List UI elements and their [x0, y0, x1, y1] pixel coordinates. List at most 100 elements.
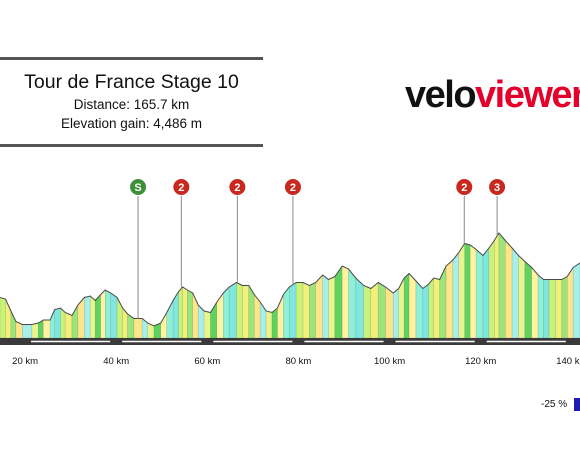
gradient-segment — [0, 297, 6, 339]
gradient-segment — [110, 292, 118, 339]
gradient-segment — [334, 265, 343, 339]
climb-category-badge — [455, 178, 474, 196]
gradient-segment — [408, 272, 417, 339]
gradient-segment — [475, 248, 484, 339]
gradient-segment — [223, 286, 230, 339]
x-tick-label: 140 km — [556, 356, 580, 367]
gradient-segment — [561, 276, 568, 339]
gradient-segment — [355, 277, 364, 339]
gradient-segment — [445, 259, 454, 339]
stage-elevation-gain: Elevation gain: 4,486 m — [60, 116, 203, 131]
gradient-segment — [498, 232, 506, 339]
x-tick-label: 40 km — [103, 356, 129, 367]
gradient-segment — [228, 282, 237, 339]
gradient-segment — [566, 266, 574, 339]
elevation-profile-chart: 20 km 40 km 60 km 80 km 100 km 120 km 140 km S… — [0, 178, 580, 367]
gradient-segment — [403, 272, 410, 339]
climb-category-badge — [172, 178, 191, 196]
climb-category-badge — [488, 178, 507, 196]
gradient-segment — [216, 292, 224, 339]
x-tick-label: 80 km — [285, 356, 311, 367]
gradient-segment — [22, 324, 33, 339]
gradient-segment — [133, 318, 143, 339]
gradient-segment — [54, 307, 61, 339]
gradient-segment — [433, 277, 440, 339]
climb-category-label: S — [134, 182, 141, 194]
logo-text-viewer: viewer — [475, 74, 580, 116]
gradient-segment — [64, 312, 73, 339]
gradient-segment — [428, 277, 434, 339]
profile-outline — [0, 232, 580, 327]
gradient-segment — [505, 239, 513, 339]
gradient-segment — [328, 276, 336, 339]
gradient-segment — [385, 286, 394, 339]
x-tick-label: 60 km — [194, 356, 220, 367]
gradient-segment — [265, 310, 273, 339]
gradient-segment — [283, 286, 290, 339]
gradient-segment — [187, 289, 193, 339]
climb-category-label: 2 — [290, 182, 296, 194]
gradient-segment — [370, 281, 379, 339]
gradient-segment — [302, 282, 310, 339]
logo-text-velo: velo — [405, 74, 477, 116]
gradient-segments — [0, 232, 580, 339]
gradient-segment — [348, 268, 357, 339]
gradient-segment — [289, 282, 297, 339]
gradient-segment — [531, 266, 539, 339]
info-box-top-rule — [0, 57, 263, 60]
gradient-segment — [469, 244, 477, 339]
gradient-segment — [392, 287, 399, 339]
climb-category-label: 2 — [178, 182, 184, 194]
x-tick-label: 120 km — [465, 356, 496, 367]
gradient-segment — [322, 274, 329, 339]
climb-category-badge — [129, 178, 148, 196]
gradient-segment — [94, 293, 101, 339]
gradient-segment — [271, 307, 278, 339]
gradient-segment — [141, 317, 148, 339]
gradient-segment — [104, 289, 111, 339]
stage-info-box: Tour de France Stage 10 Distance: 165.7 … — [0, 57, 263, 148]
gradient-segment — [537, 274, 544, 339]
gradient-segment — [415, 280, 424, 339]
climb-category-badge — [283, 178, 302, 196]
gradient-segment — [494, 232, 500, 339]
stage-title: Tour de France Stage 10 — [24, 71, 239, 93]
gradient-segment — [482, 247, 490, 339]
climb-marker-leaders — [137, 195, 498, 319]
x-tick-label: 100 km — [374, 356, 405, 367]
gradient-segment — [511, 247, 519, 339]
gradient-segment — [363, 285, 372, 339]
gradient-segment — [160, 311, 168, 339]
gradient-segment — [518, 254, 526, 339]
gradient-segment — [182, 286, 188, 339]
gradient-segment — [422, 283, 429, 339]
distance-axis-ticks: 20 km 40 km 60 km 80 km 100 km 120 km 140 km — [12, 356, 580, 367]
gradient-segment — [548, 279, 557, 339]
gradient-segment — [315, 274, 323, 339]
gradient-segment — [10, 310, 17, 339]
gradient-segment — [84, 295, 91, 339]
climb-markers: S 2 2 2 2 3 — [129, 178, 507, 196]
gradient-segment — [236, 282, 243, 339]
gradient-segment — [203, 310, 211, 339]
gradient-segment — [452, 251, 460, 339]
gradient-segment — [458, 242, 465, 339]
gradient-segment — [341, 265, 349, 339]
gradient-segment — [178, 286, 183, 339]
gradient-segment — [543, 279, 550, 339]
gradient-segment — [242, 285, 250, 339]
gradient-segment — [89, 295, 96, 339]
legend-swatch — [574, 398, 580, 411]
gradient-segment — [309, 282, 316, 339]
climb-category-label: 2 — [461, 182, 467, 194]
gradient-segment — [555, 279, 563, 339]
info-box-bottom-rule — [0, 144, 263, 147]
gradient-segment — [43, 319, 51, 339]
gradient-segment — [60, 307, 66, 339]
gradient-segment — [100, 289, 106, 339]
veloviewer-logo: veloviewer — [405, 76, 580, 114]
gradient-segment — [464, 243, 471, 339]
gradient-segment — [31, 322, 39, 339]
stage-distance: Distance: 165.7 km — [73, 97, 190, 112]
climb-category-label: 2 — [234, 182, 240, 194]
